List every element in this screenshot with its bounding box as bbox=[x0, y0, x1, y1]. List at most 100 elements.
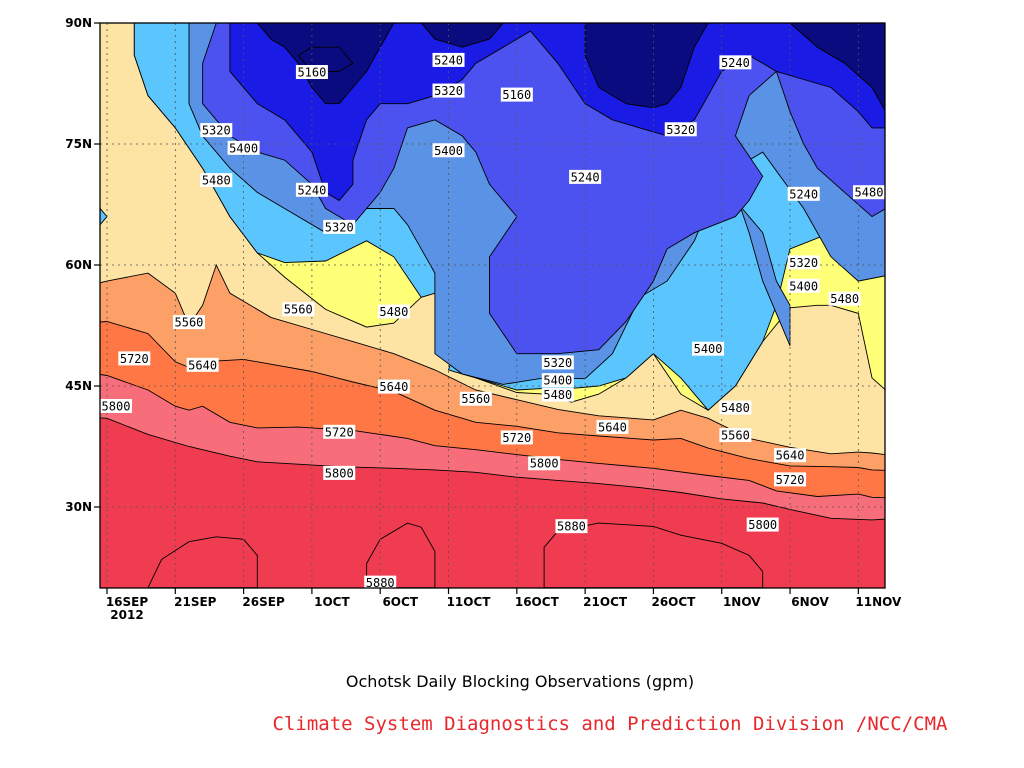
contour-label-bg bbox=[719, 55, 752, 70]
contour-label-text: 5240 bbox=[721, 56, 750, 70]
contour-label-text: 5480 bbox=[721, 401, 750, 415]
contour-label: 5320 bbox=[432, 83, 465, 98]
contour-label-text: 5240 bbox=[789, 187, 818, 201]
contour-label-text: 5640 bbox=[776, 449, 805, 463]
contour-label: 5560 bbox=[282, 302, 315, 317]
contour-label: 5480 bbox=[853, 185, 885, 200]
contour-label-bg bbox=[719, 400, 752, 415]
contour-label-text: 5560 bbox=[284, 303, 313, 317]
contour-label-bg bbox=[541, 387, 574, 402]
contour-label-bg bbox=[787, 278, 820, 293]
contour-label-bg bbox=[459, 391, 492, 406]
contour-label-text: 5480 bbox=[202, 174, 231, 188]
contour-label-text: 5400 bbox=[229, 141, 258, 155]
x-tick-label: 1NOV bbox=[723, 595, 761, 609]
contour-label-bg bbox=[664, 122, 697, 137]
band-5400-5480-west bbox=[100, 207, 108, 226]
contour-label: 5320 bbox=[541, 355, 574, 370]
contour-label: 5480 bbox=[200, 173, 233, 188]
contour-label-text: 5720 bbox=[502, 431, 531, 445]
contour-label-text: 5240 bbox=[434, 53, 463, 67]
contour-label: 5800 bbox=[323, 465, 356, 480]
contour-label-bg bbox=[719, 428, 752, 443]
contour-label-bg bbox=[323, 219, 356, 234]
x-tick-label: 16SEP bbox=[106, 595, 149, 609]
contour-label-text: 5320 bbox=[666, 123, 695, 137]
contour-label: 5240 bbox=[295, 182, 328, 197]
contour-label: 5720 bbox=[118, 351, 151, 366]
contour-label: 5880 bbox=[555, 519, 588, 534]
x-tick-label: 16OCT bbox=[515, 595, 560, 609]
contour-label-text: 5480 bbox=[855, 186, 884, 200]
contour-label: 5640 bbox=[186, 357, 219, 372]
contour-label: 5240 bbox=[719, 55, 752, 70]
contour-label: 5400 bbox=[541, 373, 574, 388]
contour-label-text: 5560 bbox=[721, 429, 750, 443]
band-5480-5560-east bbox=[927, 120, 982, 185]
contour-label-bg bbox=[692, 341, 725, 356]
contour-label: 5400 bbox=[787, 278, 820, 293]
contour-label-bg bbox=[774, 448, 807, 463]
contour-label-text: 5400 bbox=[543, 374, 572, 388]
band-above-5880-a bbox=[147, 536, 258, 588]
x-tick-label: 26OCT bbox=[651, 595, 696, 609]
contour-label-bg bbox=[295, 65, 328, 80]
contour-label-text: 5880 bbox=[557, 520, 586, 534]
y-tick-label: 45N bbox=[65, 379, 92, 393]
contour-label-text: 5640 bbox=[379, 380, 408, 394]
contour-label-text: 5720 bbox=[776, 473, 805, 487]
contour-label-bg bbox=[541, 355, 574, 370]
contour-label-bg bbox=[227, 140, 260, 155]
contour-label-text: 5800 bbox=[530, 457, 559, 471]
contour-label-text: 5400 bbox=[694, 342, 723, 356]
contour-label-bg bbox=[555, 519, 588, 534]
contour-label-text: 5320 bbox=[789, 256, 818, 270]
chart-caption: Ochotsk Daily Blocking Observations (gpm… bbox=[345, 672, 695, 691]
contour-label: 5720 bbox=[323, 424, 356, 439]
contour-label-text: 5880 bbox=[366, 576, 395, 590]
contour-label-text: 5560 bbox=[461, 392, 490, 406]
contour-label-bg bbox=[295, 182, 328, 197]
contour-label: 5240 bbox=[787, 186, 820, 201]
contour-label-text: 5560 bbox=[175, 316, 204, 330]
contour-label-bg bbox=[528, 456, 561, 471]
x-tick-label: 11NOV bbox=[855, 595, 902, 609]
plot-frame bbox=[99, 22, 886, 589]
contour-label-text: 5480 bbox=[830, 292, 859, 306]
band-above-5880-d bbox=[913, 572, 968, 588]
contour-label-text: 5800 bbox=[325, 466, 354, 480]
contour-label-text: 5400 bbox=[434, 144, 463, 158]
contour-label-text: 5640 bbox=[598, 420, 627, 434]
y-tick-label: 75N bbox=[65, 137, 92, 151]
contour-label: 5800 bbox=[100, 398, 132, 413]
contour-label: 5640 bbox=[377, 379, 410, 394]
contour-label-text: 5800 bbox=[102, 399, 131, 413]
contour-label-bg bbox=[432, 143, 465, 158]
credit-caption: Climate System Diagnostics and Predictio… bbox=[272, 713, 948, 735]
contour-label: 5480 bbox=[377, 304, 410, 319]
contour-label: 5800 bbox=[528, 456, 561, 471]
contour-label-text: 5320 bbox=[202, 124, 231, 138]
contour-label: 5560 bbox=[719, 428, 752, 443]
contour-label-text: 5400 bbox=[789, 279, 818, 293]
contour-label: 5480 bbox=[828, 291, 861, 306]
contour-label-bg bbox=[828, 291, 861, 306]
contour-label: 5240 bbox=[432, 52, 465, 67]
contour-label-bg bbox=[787, 186, 820, 201]
contour-label: 5400 bbox=[227, 140, 260, 155]
contour-label-text: 5240 bbox=[571, 170, 600, 184]
contour-label: 5160 bbox=[295, 65, 328, 80]
contour-label-text: 5720 bbox=[120, 352, 149, 366]
contour-label-bg bbox=[541, 373, 574, 388]
contour-label: 5800 bbox=[746, 517, 779, 532]
contour-label: 5880 bbox=[364, 575, 397, 590]
contour-label-text: 5320 bbox=[543, 356, 572, 370]
contour-label-bg bbox=[500, 87, 533, 102]
contour-label: 5400 bbox=[432, 143, 465, 158]
contour-label-text: 5160 bbox=[297, 66, 326, 80]
x-tick-label: 6OCT bbox=[382, 595, 418, 609]
contour-label-bg bbox=[282, 302, 315, 317]
contour-label: 5240 bbox=[569, 169, 602, 184]
